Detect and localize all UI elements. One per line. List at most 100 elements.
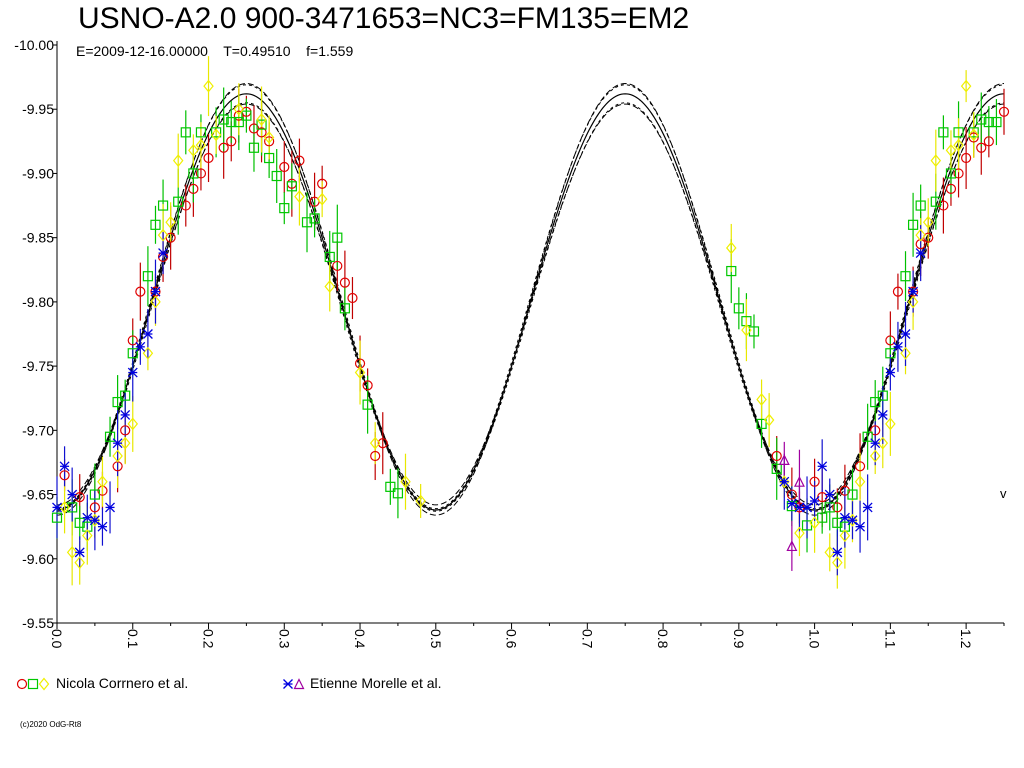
legend-marker-triangle <box>293 678 305 690</box>
data-point-diamond <box>869 449 881 463</box>
data-point-diamond <box>172 154 184 168</box>
y-tick-label: -9.60 <box>22 551 54 567</box>
data-point-circle <box>188 183 199 194</box>
data-point-square <box>286 181 297 192</box>
data-point-circle <box>120 425 131 436</box>
data-point-square <box>900 271 911 282</box>
data-point-square <box>362 399 373 410</box>
data-point-diamond <box>59 500 70 514</box>
data-point-diamond <box>922 215 934 229</box>
data-point-star <box>112 438 123 449</box>
data-point-diamond <box>915 228 926 242</box>
data-point-circle <box>839 485 851 496</box>
legend-label-corrnero: Nicola Corrnero et al. <box>56 675 189 691</box>
data-point-diamond <box>809 516 820 530</box>
data-point-circle <box>180 200 191 211</box>
data-point-diamond <box>741 323 752 337</box>
data-point-square <box>930 196 941 207</box>
data-point-square <box>983 116 994 128</box>
data-point-star <box>824 489 835 500</box>
data-point-diamond <box>203 79 214 93</box>
data-point-circle <box>983 136 994 147</box>
data-point-square <box>332 232 343 243</box>
data-point-circle <box>998 106 1010 117</box>
data-point-circle <box>294 155 305 166</box>
data-point-diamond <box>119 436 131 450</box>
data-point-circle <box>854 461 866 472</box>
data-point-diamond <box>824 545 836 559</box>
data-point-diamond <box>415 494 426 508</box>
data-point-star <box>89 515 100 526</box>
data-point-diamond <box>847 513 858 527</box>
x-tick-label: 0.6 <box>504 629 520 649</box>
x-axis-tick-labels: 0.0 0.1 0.2 0.3 0.4 0.5 0.6 0.7 0.8 0.9 1.0 1.1 1.2 <box>49 629 974 649</box>
data-point-star <box>127 367 138 378</box>
data-point-circle <box>203 152 214 164</box>
data-point-diamond <box>324 280 336 293</box>
data-point-circle <box>59 470 70 481</box>
data-point-diamond <box>763 413 775 427</box>
data-point-square <box>976 114 987 125</box>
legend-marker-circle <box>16 678 28 690</box>
data-point-triangle <box>793 475 805 487</box>
data-point-diamond <box>794 526 805 540</box>
data-point-square <box>839 521 851 532</box>
data-point-circle <box>915 238 926 250</box>
data-point-square <box>733 303 744 314</box>
data-point-circle <box>347 292 358 304</box>
data-point-square <box>104 431 116 442</box>
data-point-star <box>862 502 873 513</box>
x-tick-label: 0.1 <box>125 629 141 649</box>
data-point-circle <box>332 260 343 272</box>
data-point-square <box>771 463 782 474</box>
data-point-diamond <box>66 545 78 559</box>
data-point-circle <box>89 502 100 513</box>
data-points <box>51 56 1010 589</box>
x-tick-label: 0.4 <box>352 629 368 649</box>
legend-markers <box>16 677 305 691</box>
data-point-circle <box>317 178 328 189</box>
data-point-star <box>915 248 926 259</box>
data-point-diamond <box>839 529 851 543</box>
data-point-square <box>195 127 207 138</box>
data-point-diamond <box>74 556 86 570</box>
data-point-square <box>915 200 926 211</box>
data-point-star <box>67 489 78 500</box>
x-tick-label: 0.0 <box>49 629 65 649</box>
data-point-square <box>786 501 797 512</box>
data-point-square <box>264 152 275 164</box>
model-curve <box>56 93 1005 511</box>
data-point-square <box>991 116 1002 128</box>
legend-marker-square <box>27 678 39 690</box>
data-point-diamond <box>354 366 366 379</box>
x-tick-label: 0.5 <box>428 629 444 649</box>
data-point-diamond <box>165 215 176 229</box>
data-point-square <box>726 265 737 277</box>
data-point-square <box>392 488 404 499</box>
data-point-square <box>233 116 244 128</box>
data-point-circle <box>953 168 964 179</box>
data-point-star <box>52 502 62 513</box>
data-point-circle <box>264 136 275 147</box>
data-point-star <box>97 521 108 532</box>
data-point-square <box>324 251 335 263</box>
data-point-diamond <box>82 529 93 543</box>
data-point-square <box>885 348 896 359</box>
x-tick-label: 0.2 <box>201 629 217 649</box>
data-point-diamond <box>112 449 123 463</box>
data-point-square <box>945 168 957 179</box>
data-point-circle <box>339 277 350 288</box>
data-point-diamond <box>127 417 139 431</box>
data-point-circle <box>885 335 896 346</box>
y-tick-label: -9.90 <box>22 165 54 181</box>
x-tick-label: 0.9 <box>731 629 747 649</box>
data-point-square <box>271 170 282 182</box>
data-point-circle <box>377 438 388 449</box>
x-tick-label: 1.0 <box>807 629 823 649</box>
data-point-square <box>157 200 169 211</box>
data-point-square <box>870 396 881 408</box>
data-point-diamond <box>907 295 919 309</box>
data-point-circle <box>945 183 957 194</box>
model-curve <box>56 84 1005 510</box>
